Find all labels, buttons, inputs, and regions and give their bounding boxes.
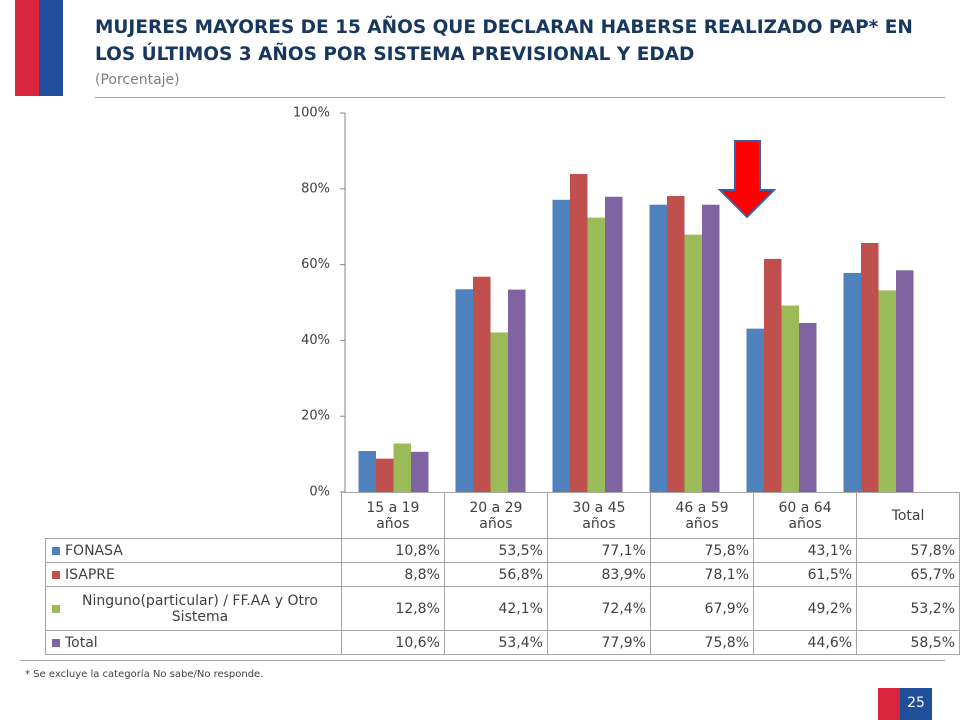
value-label: 61,5% [753, 562, 858, 587]
legend-swatch [52, 546, 60, 555]
bar [393, 443, 411, 492]
subtitle: (Porcentaje) [95, 72, 180, 88]
bar [843, 272, 861, 492]
x-tick-label: 20 a 29 años [443, 492, 548, 539]
legend-entry: FONASA [45, 538, 342, 563]
rule [95, 97, 945, 98]
value-label: 77,9% [546, 630, 651, 655]
value-label: 49,2% [753, 586, 858, 631]
table-corner [46, 493, 342, 539]
bar [649, 204, 667, 492]
value-label: 77,1% [546, 538, 651, 563]
y-tick-label: 20% [301, 409, 330, 424]
legend-label: Ninguno(particular) / FF.AA y Otro Siste… [82, 592, 318, 625]
value-label: 43,1% [753, 538, 858, 563]
bar [667, 196, 685, 492]
bar [684, 234, 702, 492]
page-tab [878, 688, 900, 720]
legend-entry: Total [45, 630, 342, 655]
value-label: 10,6% [340, 630, 445, 655]
bar [799, 322, 817, 492]
y-tick-label: 40% [301, 333, 330, 348]
value-label: 78,1% [649, 562, 755, 587]
value-label: 72,4% [546, 586, 651, 631]
bar [764, 258, 782, 492]
bar [570, 174, 588, 493]
bar [605, 196, 623, 492]
chart: 0% 20% 40% 60% 80% 100% [293, 106, 914, 500]
legend-swatch [52, 570, 60, 579]
value-label: 8,8% [340, 562, 445, 587]
bar [702, 204, 720, 492]
value-label: 75,8% [649, 630, 755, 655]
bar [861, 242, 879, 492]
bar [896, 270, 914, 492]
legend-label: Total [65, 634, 98, 651]
value-label: 58,5% [856, 630, 960, 655]
bar [376, 458, 394, 492]
value-label: 44,6% [753, 630, 858, 655]
footnote: * Se excluye la categoría No sabe/No res… [25, 669, 264, 680]
bar [490, 332, 508, 492]
bar [552, 199, 570, 492]
bar [781, 305, 799, 492]
arrow [717, 140, 777, 219]
legend-label: ISAPRE [65, 566, 115, 583]
value-label: 57,8% [856, 538, 960, 563]
legend-entry: Ninguno(particular) / FF.AA y Otro Siste… [45, 586, 342, 631]
value-label: 53,4% [443, 630, 548, 655]
value-label: 53,5% [443, 538, 548, 563]
value-label: 67,9% [649, 586, 755, 631]
bar [473, 276, 491, 492]
x-tick-label: Total [856, 492, 960, 539]
y-tick-label: 0% [309, 485, 330, 500]
value-label: 12,8% [340, 586, 445, 631]
bar [411, 451, 429, 492]
brand-red [15, 0, 39, 96]
title: MUJERES MAYORES DE 15 AÑOS QUE DECLARAN … [95, 17, 913, 65]
value-label: 42,1% [443, 586, 548, 631]
data-table: 15 a 19 años 20 a 29 años 30 a 45 años 46 a… [45, 492, 960, 655]
bar [508, 289, 526, 492]
brand-blue [39, 0, 63, 96]
value-label: 56,8% [443, 562, 548, 587]
value-label: 10,8% [340, 538, 445, 563]
value-label: 83,9% [546, 562, 651, 587]
bar [358, 451, 376, 492]
x-tick-label: 30 a 45 años [546, 492, 651, 539]
y-tick-label: 60% [301, 257, 330, 272]
bar [746, 328, 764, 492]
bar [455, 289, 473, 492]
legend-label: FONASA [65, 542, 123, 559]
x-tick-label: 15 a 19 años [340, 492, 445, 539]
value-label: 75,8% [649, 538, 755, 563]
x-tick-label: 46 a 59 años [649, 492, 755, 539]
value-label: 65,7% [856, 562, 960, 587]
legend-swatch [52, 604, 60, 613]
page-number: 25 [900, 688, 932, 720]
x-tick-label: 60 a 64 años [753, 492, 858, 539]
legend-entry: ISAPRE [45, 562, 342, 587]
bar [878, 290, 896, 492]
y-tick-label: 100% [293, 106, 330, 121]
value-label: 53,2% [856, 586, 960, 631]
y-tick-label: 80% [301, 181, 330, 196]
legend-swatch [52, 638, 60, 647]
rule [20, 660, 945, 661]
bar [587, 217, 605, 492]
